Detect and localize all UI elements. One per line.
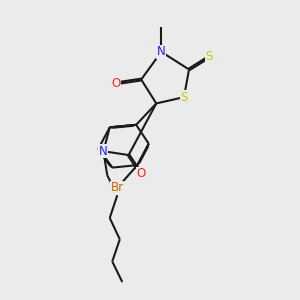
Text: O: O: [136, 167, 146, 180]
Text: O: O: [111, 77, 121, 90]
Text: Br: Br: [111, 181, 124, 194]
Text: N: N: [99, 145, 108, 158]
Text: N: N: [157, 45, 166, 58]
Text: S: S: [206, 50, 213, 63]
Text: S: S: [180, 91, 188, 104]
